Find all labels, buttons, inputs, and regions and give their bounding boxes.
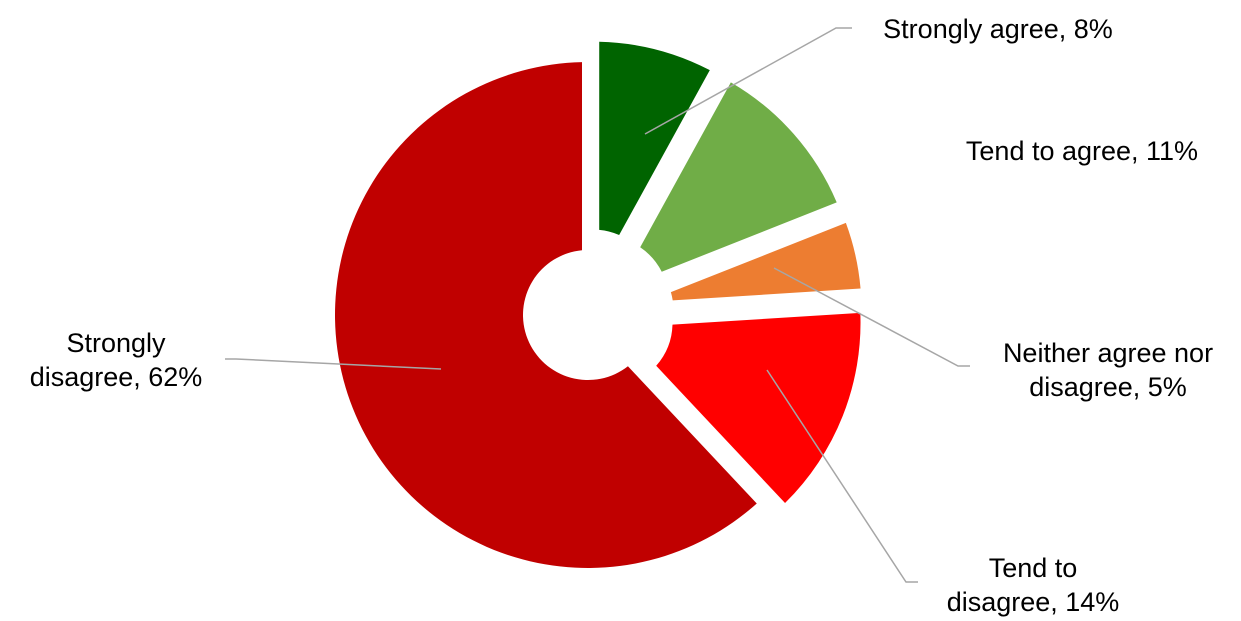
data-label-neither-agree-nor-disagree: Neither agree nor disagree, 5% (1003, 338, 1213, 402)
data-label-tend-to-agree: Tend to agree, 11% (966, 136, 1198, 166)
leader-line-neither-agree-nor-disagree (773, 267, 970, 367)
data-label-strongly-disagree: Strongly disagree, 62% (30, 328, 203, 392)
slice-strongly-disagree (335, 62, 757, 569)
slice-tend-to-agree (640, 82, 837, 272)
leader-line-strongly-agree (644, 27, 852, 135)
leader-line-tend-to-disagree (766, 369, 918, 583)
data-label-tend-to-disagree: Tend to disagree, 14% (947, 553, 1120, 617)
leader-line-strongly-disagree (225, 358, 442, 370)
slice-strongly-agree (599, 41, 710, 236)
data-label-strongly-agree: Strongly agree, 8% (883, 14, 1113, 44)
slice-tend-to-disagree (656, 312, 861, 504)
slice-neither-agree-nor-disagree (670, 222, 861, 301)
